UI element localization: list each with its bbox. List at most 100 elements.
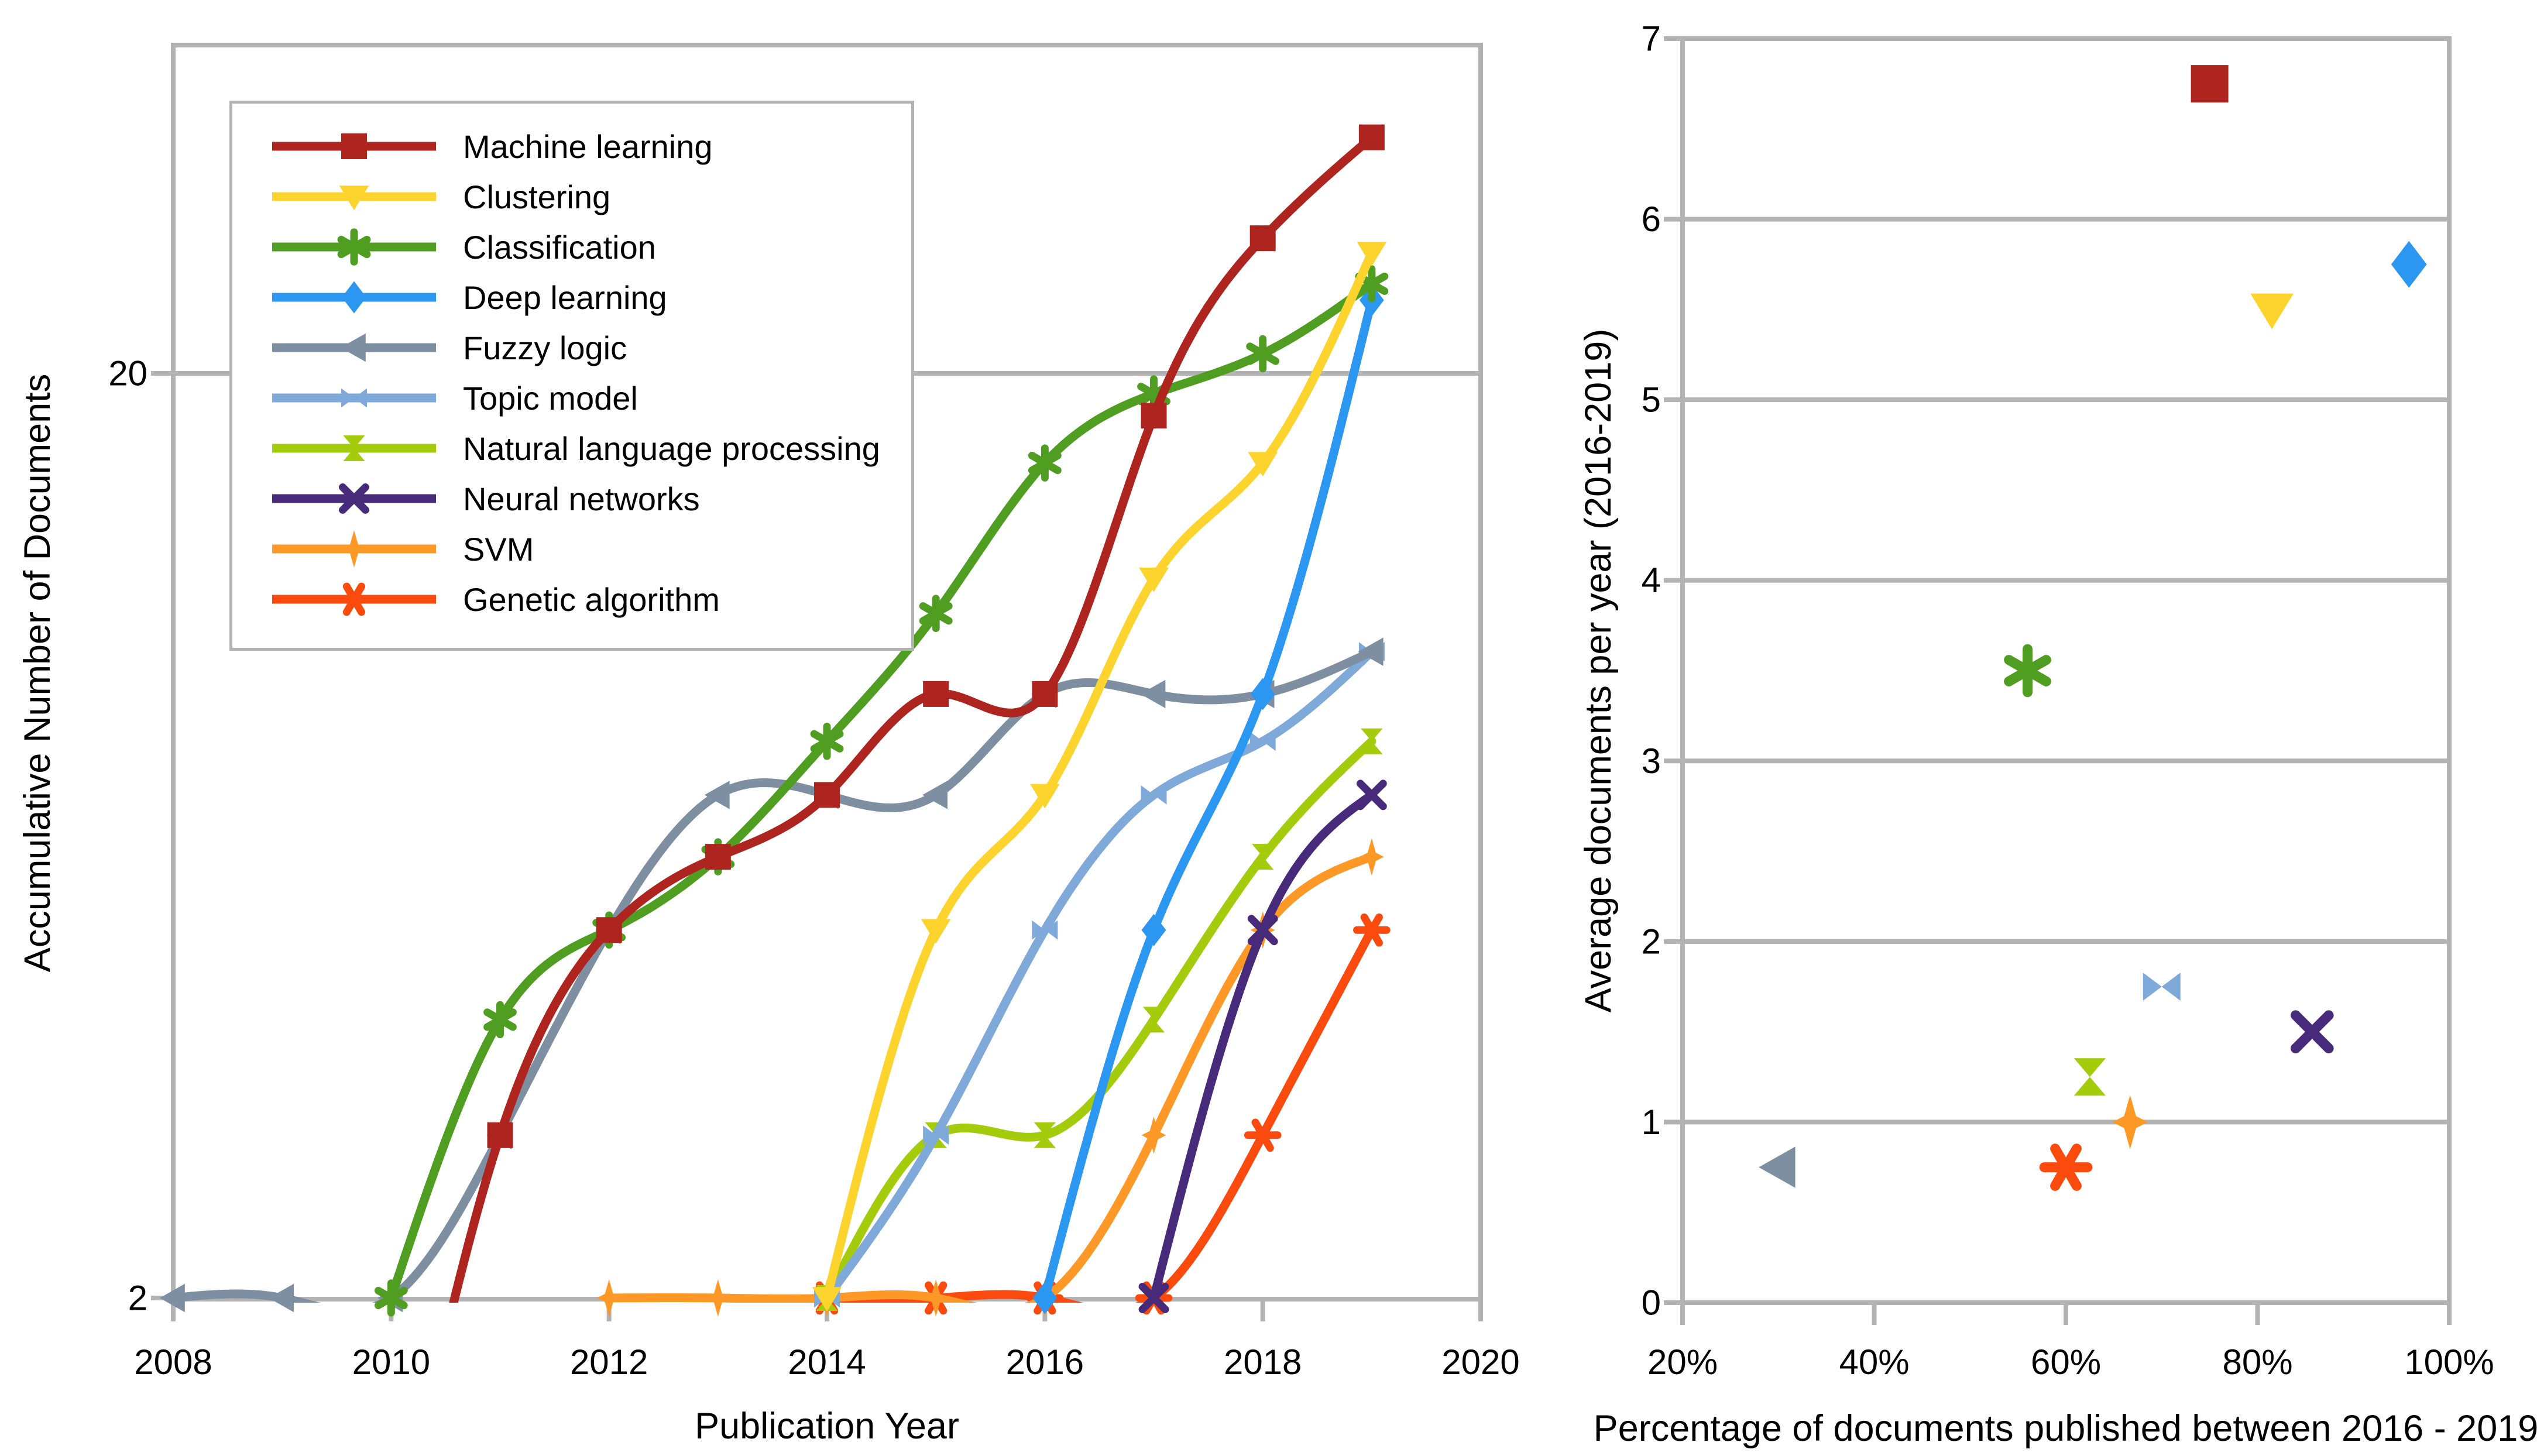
series-clustering-markers (812, 242, 1387, 1312)
legend-label: Deep learning (463, 279, 667, 316)
series-deep-learning-marker (1250, 678, 1275, 710)
legend-sample-line (272, 333, 436, 362)
scatter-point-natural-language-processing (2073, 1058, 2106, 1077)
series-classification-marker (919, 602, 953, 625)
legend-glyph (339, 186, 369, 211)
series-machine-learning-marker (1141, 403, 1167, 429)
series-machine-learning-marker (814, 782, 840, 808)
series-classification-marker (810, 730, 844, 753)
series-natural-language-processing-marker (1252, 857, 1274, 870)
scatter-point-fuzzy-logic (1759, 1146, 1796, 1188)
right-x-tick-label: 100% (2404, 1342, 2494, 1382)
legend-marker-bowtie-h-icon (272, 388, 436, 408)
series-clustering-marker (812, 1287, 842, 1312)
series-genetic-algorithm-markers (808, 913, 1391, 1315)
legend-marker-triangle-down-icon (272, 186, 436, 211)
series-machine-learning-marker (1358, 124, 1385, 150)
legend-sample-line (272, 133, 436, 159)
series-machine-learning-marker (923, 681, 949, 707)
legend-item-natural-language-processing: Natural language processing (232, 423, 911, 473)
series-natural-language-processing-marker (1034, 1135, 1056, 1148)
series-classification-marker (1355, 272, 1389, 296)
series-topic-model-markers (814, 642, 1385, 1308)
series-natural-language-processing-marker (1142, 1019, 1165, 1033)
right-y-tick-label: 6 (1642, 200, 1661, 239)
series-fuzzy-logic-marker (1358, 637, 1383, 666)
series-clustering-marker (1248, 452, 1278, 477)
series-genetic-algorithm-marker (1251, 1118, 1274, 1152)
right-y-axis-title: Average documents per year (2016-2019) (1578, 329, 1619, 1013)
legend-glyph (340, 333, 366, 362)
legend-label: Natural language processing (463, 430, 880, 467)
legend-sample-line (272, 228, 436, 266)
scatter-point-topic-model (2161, 973, 2181, 1001)
legend-marker-diamond-icon (272, 281, 436, 314)
legend-sample-line (272, 582, 436, 616)
scatter-point-natural-language-processing (2073, 1077, 2106, 1096)
right-chart-tick-labels: 0 1 2 3 4 5 6 7 20% 40% 60% 80% 100% (1642, 19, 2494, 1382)
series-natural-language-processing-marker (1142, 1007, 1165, 1020)
right-x-tick-label: 20% (1647, 1342, 1718, 1382)
series-deep-learning-curve (1040, 296, 1376, 1303)
legend-sample-line (272, 388, 436, 408)
series-natural-language-processing-marker (1034, 1122, 1056, 1135)
legend-item-classification: Classification (232, 222, 911, 272)
series-svm-marker (596, 1279, 622, 1317)
legend-box: Machine learning Clustering Classification… (229, 101, 914, 651)
series-topic-model-marker (1032, 920, 1045, 940)
left-x-tick-label: 2018 (1224, 1342, 1302, 1382)
legend-glyph (339, 483, 369, 514)
legend-label: Classification (463, 228, 656, 266)
series-fuzzy-logic-marker (704, 781, 730, 809)
series-machine-learning-marker (705, 844, 731, 870)
series-natural-language-processing-marker (1252, 844, 1274, 857)
series-fuzzy-logic-line (171, 647, 1376, 1303)
left-x-tick-label: 2014 (788, 1342, 866, 1382)
series-deep-learning-marker (1141, 914, 1166, 946)
series-topic-model-marker (1045, 920, 1058, 940)
legend-item-machine-learning: Machine learning (232, 121, 911, 171)
legend-label: Clustering (463, 178, 611, 215)
series-clustering-line (822, 248, 1376, 1303)
right-y-tick-label: 0 (1642, 1283, 1661, 1323)
legend-sample-line (272, 186, 436, 211)
series-clustering-marker (1139, 567, 1169, 592)
series-fuzzy-logic-marker (269, 1283, 294, 1313)
legend-marker-asterisk-rot-icon (272, 582, 436, 616)
legend-item-topic-model: Topic model (232, 373, 911, 423)
left-x-tick-label: 2008 (134, 1342, 212, 1382)
left-x-tick-label: 2020 (1441, 1342, 1519, 1382)
legend-item-deep-learning: Deep learning (232, 272, 911, 322)
series-classification-marker (374, 1286, 408, 1310)
series-svm-marker (705, 1279, 730, 1317)
left-chart-tick-labels: 2008 2010 2012 2014 2016 2018 2020 2 20 (108, 354, 1520, 1382)
series-topic-model-marker (1141, 785, 1154, 805)
legend-marker-star4-icon (272, 530, 436, 568)
series-neural-networks-marker (1138, 1283, 1169, 1313)
right-y-tick-label: 1 (1642, 1103, 1661, 1142)
legend-marker-triangle-left-icon (272, 333, 436, 362)
series-classification-line (386, 279, 1376, 1303)
series-topic-model-marker (1262, 732, 1276, 751)
series-classification-curve (386, 279, 1376, 1303)
series-topic-model-curve (822, 647, 1376, 1303)
right-y-tick-label: 4 (1642, 561, 1661, 600)
legend-marker-square-icon (272, 133, 436, 159)
scatter-point-genetic-algorithm (2050, 1143, 2082, 1191)
series-topic-model-marker (923, 1125, 936, 1145)
scatter-point-classification (2004, 655, 2051, 686)
series-natural-language-processing-curve (822, 737, 1376, 1303)
legend-label: SVM (463, 530, 534, 568)
right-y-tick-label: 2 (1642, 922, 1661, 961)
right-x-tick-label: 80% (2222, 1342, 2292, 1382)
left-x-tick-label: 2016 (1006, 1342, 1084, 1382)
series-deep-learning-marker (1032, 1282, 1058, 1314)
scatter-point-neural-networks (2291, 1010, 2334, 1053)
legend-marker-bowtie-v-icon (272, 435, 436, 461)
left-x-axis-title: Publication Year (695, 1406, 959, 1447)
legend-glyph (343, 435, 365, 448)
legend-marker-x-cross-icon (272, 483, 436, 514)
series-clustering-marker (1357, 242, 1387, 267)
